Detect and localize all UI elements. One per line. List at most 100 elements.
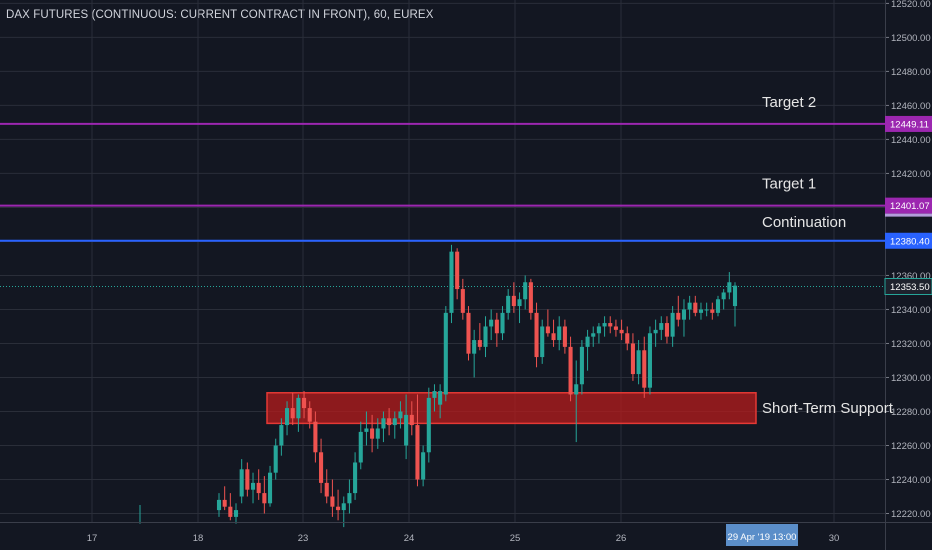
candle-body <box>534 312 539 358</box>
candle-body <box>353 462 358 494</box>
candle-body <box>630 343 635 375</box>
candle-body <box>489 319 494 327</box>
candle-body <box>613 326 618 330</box>
candle-body <box>415 425 420 480</box>
candle-body <box>273 445 278 473</box>
candle-body <box>336 506 341 511</box>
candle-body <box>517 299 522 307</box>
candle-body <box>585 336 590 347</box>
price-tick-label: 12340.00 <box>891 305 931 316</box>
time-tick-label: 25 <box>510 533 521 544</box>
candle-body <box>443 312 448 395</box>
candle-body <box>426 397 431 453</box>
candle-body <box>681 309 687 320</box>
price-label-box <box>885 232 932 249</box>
price-tick-label: 12360.00 <box>891 271 931 282</box>
candle-body <box>432 391 437 398</box>
candle-body <box>568 346 573 395</box>
price-label-box <box>885 197 932 214</box>
candle-body <box>279 425 284 446</box>
candle-body <box>608 323 613 327</box>
time-tick-label: 23 <box>298 533 309 544</box>
time-tick-label: 30 <box>829 533 840 544</box>
candle-body <box>653 329 658 334</box>
candle-body <box>455 251 460 290</box>
candle-body <box>302 397 307 409</box>
candle-body <box>472 340 477 354</box>
horizontal-lines-layer <box>0 122 885 288</box>
price-tick-label: 12460.00 <box>891 101 931 112</box>
crosshair-time-box <box>726 524 798 546</box>
candle-body <box>347 493 352 504</box>
candle-body <box>687 302 692 310</box>
candle-body <box>239 469 244 497</box>
candle-body <box>506 295 511 313</box>
candle-body <box>285 408 290 426</box>
candle-body <box>267 472 273 504</box>
candle-body <box>404 414 409 446</box>
candle-body <box>704 309 709 311</box>
candle-body <box>670 312 675 337</box>
candle-body <box>460 289 465 313</box>
candle-body <box>216 499 222 511</box>
candle-body <box>540 326 545 358</box>
current-price-box <box>884 278 932 296</box>
grid-layer <box>0 0 885 522</box>
price-tick-label: 12320.00 <box>891 339 931 350</box>
candle-body <box>545 326 550 334</box>
level-label: Target 1 <box>762 176 816 193</box>
price-tick-label: 12260.00 <box>891 441 931 452</box>
current-price-text: 12353.50 <box>890 282 930 293</box>
candle-body <box>449 251 454 313</box>
candle-body <box>296 397 301 419</box>
support-zone-label: Short-Term Support <box>762 400 894 417</box>
candle-body <box>245 469 250 490</box>
candle-body <box>421 452 426 480</box>
candle-body <box>693 302 698 313</box>
candle-body <box>290 408 295 419</box>
candle-body <box>381 418 386 429</box>
price-label-text: 12449.11 <box>890 119 929 130</box>
candle-body <box>483 326 488 347</box>
candle-body <box>256 482 261 494</box>
candle-body <box>364 428 369 432</box>
annotations-layer: Short-Term Support Target 2 Target 1 Contin… <box>762 94 894 417</box>
crosshair-time-label: 29 Apr '19 13:00 <box>728 532 797 543</box>
candle-body <box>636 350 641 375</box>
candle-body <box>721 292 726 300</box>
candle-body <box>602 323 607 327</box>
time-tick-label: 26 <box>616 533 627 544</box>
price-tick-label: 12520.00 <box>891 0 931 10</box>
candle-body <box>619 329 624 334</box>
price-tick-label: 12500.00 <box>891 33 931 44</box>
candle-body <box>494 319 499 334</box>
chart-title: DAX FUTURES (CONTINUOUS: CURRENT CONTRAC… <box>6 9 434 21</box>
candle-body <box>319 452 324 483</box>
candle-body <box>438 391 443 405</box>
candle-body <box>330 496 335 507</box>
time-tick-label: 18 <box>193 533 204 544</box>
candle-body <box>477 340 482 347</box>
price-tick-label: 12300.00 <box>891 373 931 384</box>
candle-body <box>324 482 329 497</box>
candle-body <box>557 326 562 341</box>
candle-body <box>732 285 738 307</box>
price-label-box <box>885 115 932 132</box>
candle-body <box>625 333 630 344</box>
price-axis: 12220.00 12240.00 12260.00 12280.00 12300.00… <box>884 0 932 550</box>
candle-body <box>466 312 471 354</box>
candle-body <box>398 411 403 419</box>
time-axis: 17 18 23 24 25 26 30 29 Apr '19 13:00 <box>0 522 932 546</box>
price-label-text: 12380.40 <box>890 236 930 247</box>
candle-body <box>500 312 505 334</box>
time-tick-label: 24 <box>404 533 415 544</box>
candle-body <box>715 299 721 313</box>
candle-body <box>528 282 533 313</box>
candle-body <box>409 414 414 426</box>
level-label: Continuation <box>762 214 846 231</box>
price-label-accent <box>885 213 932 217</box>
price-tick-label: 12420.00 <box>891 169 931 180</box>
price-tick-label: 12220.00 <box>891 509 931 520</box>
candle-body <box>659 323 664 330</box>
